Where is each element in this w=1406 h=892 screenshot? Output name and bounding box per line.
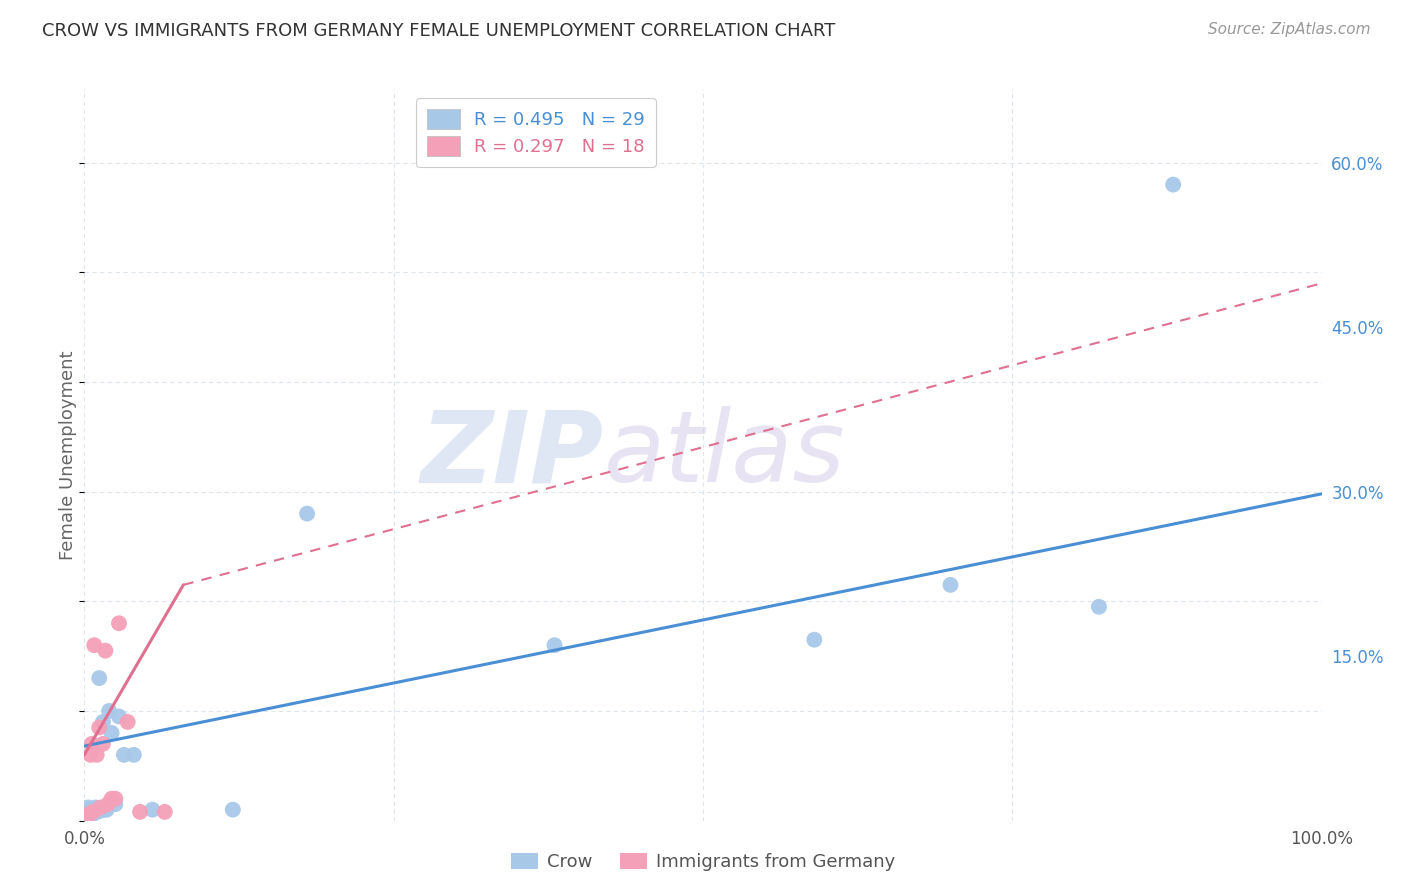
- Point: [94, 803, 117, 817]
- Point: [939, 578, 962, 592]
- Point: [89, 804, 111, 818]
- Point: [803, 632, 825, 647]
- Legend: R = 0.495   N = 29, R = 0.297   N = 18: R = 0.495 N = 29, R = 0.297 N = 18: [416, 98, 655, 167]
- Point: [1161, 178, 1184, 192]
- Point: [112, 747, 135, 762]
- Point: [129, 805, 152, 819]
- Point: [100, 791, 122, 805]
- Point: [91, 714, 114, 729]
- Point: [91, 737, 114, 751]
- Text: CROW VS IMMIGRANTS FROM GERMANY FEMALE UNEMPLOYMENT CORRELATION CHART: CROW VS IMMIGRANTS FROM GERMANY FEMALE U…: [42, 22, 835, 40]
- Text: ZIP: ZIP: [420, 407, 605, 503]
- Point: [86, 805, 108, 819]
- Point: [82, 807, 104, 822]
- Point: [84, 800, 107, 814]
- Y-axis label: Female Unemployment: Female Unemployment: [59, 351, 77, 559]
- Point: [1088, 599, 1111, 614]
- Point: [79, 747, 101, 762]
- Point: [80, 737, 103, 751]
- Point: [97, 797, 120, 812]
- Point: [79, 805, 101, 819]
- Point: [141, 803, 163, 817]
- Point: [222, 803, 245, 817]
- Point: [94, 643, 117, 657]
- Point: [83, 805, 105, 819]
- Point: [79, 807, 101, 822]
- Point: [122, 747, 145, 762]
- Point: [543, 638, 565, 652]
- Point: [77, 800, 100, 814]
- Point: [87, 803, 110, 817]
- Point: [153, 805, 176, 819]
- Point: [96, 803, 118, 817]
- Point: [117, 714, 139, 729]
- Point: [80, 803, 103, 817]
- Point: [79, 807, 101, 822]
- Point: [86, 747, 108, 762]
- Point: [77, 808, 100, 822]
- Point: [83, 638, 105, 652]
- Legend: Crow, Immigrants from Germany: Crow, Immigrants from Germany: [503, 846, 903, 879]
- Point: [89, 721, 111, 735]
- Point: [108, 616, 131, 631]
- Point: [100, 726, 122, 740]
- Point: [98, 704, 121, 718]
- Text: Source: ZipAtlas.com: Source: ZipAtlas.com: [1208, 22, 1371, 37]
- Point: [82, 805, 104, 819]
- Point: [104, 797, 127, 812]
- Point: [104, 791, 127, 805]
- Point: [89, 671, 111, 685]
- Text: atlas: atlas: [605, 407, 845, 503]
- Point: [76, 808, 98, 822]
- Point: [108, 709, 131, 723]
- Point: [89, 800, 111, 814]
- Point: [295, 507, 318, 521]
